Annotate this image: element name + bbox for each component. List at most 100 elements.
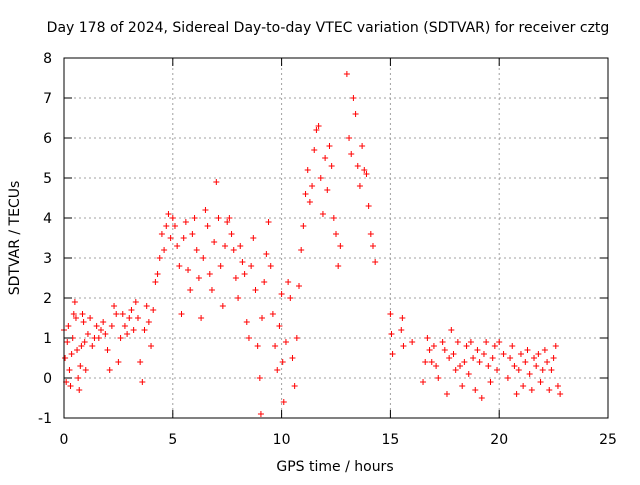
data-point — [496, 339, 503, 345]
data-point — [158, 231, 165, 237]
data-point — [274, 367, 281, 373]
data-point — [483, 339, 490, 345]
data-point — [369, 243, 376, 249]
data-point — [204, 223, 211, 229]
data-point — [528, 387, 535, 393]
data-point — [93, 323, 100, 329]
data-point — [185, 267, 192, 273]
data-point — [71, 299, 78, 305]
x-tick-labels: 0 5 10 15 20 25 — [60, 432, 617, 448]
data-point — [326, 143, 333, 149]
data-point — [152, 279, 159, 285]
data-point — [291, 383, 298, 389]
data-point — [106, 367, 113, 373]
data-point — [217, 263, 224, 269]
data-point — [208, 287, 215, 293]
data-point — [315, 123, 322, 129]
data-point — [280, 399, 287, 405]
data-point — [348, 151, 355, 157]
data-point — [467, 339, 474, 345]
data-point — [269, 311, 276, 317]
data-point — [222, 243, 229, 249]
data-point — [111, 303, 118, 309]
data-point — [198, 315, 205, 321]
data-point — [522, 359, 529, 365]
data-point — [124, 331, 131, 337]
data-point — [361, 167, 368, 173]
y-axis-label: SDTVAR / TECUs — [7, 181, 23, 296]
data-point — [84, 331, 91, 337]
y-tick-label: 5 — [43, 171, 52, 187]
y-tick-label: 2 — [43, 291, 52, 307]
data-point — [239, 259, 246, 265]
data-point — [359, 143, 366, 149]
data-point — [400, 343, 407, 349]
data-point — [74, 347, 81, 353]
data-point — [389, 351, 396, 357]
data-point — [226, 215, 233, 221]
data-point — [156, 255, 163, 261]
data-point — [328, 163, 335, 169]
data-point — [333, 231, 339, 237]
data-point — [265, 219, 272, 225]
data-point — [524, 347, 531, 353]
data-point — [230, 247, 237, 253]
data-point — [337, 243, 344, 249]
data-point — [232, 275, 239, 281]
data-point — [388, 331, 395, 337]
x-tick-label: 10 — [273, 432, 291, 448]
data-point — [174, 243, 181, 249]
data-point — [67, 383, 74, 389]
data-point — [187, 287, 194, 293]
data-point — [454, 339, 461, 345]
data-point — [252, 287, 259, 293]
data-point — [72, 315, 79, 321]
data-point — [143, 303, 150, 309]
data-point — [189, 231, 196, 237]
data-point — [526, 371, 533, 377]
data-point — [245, 335, 252, 341]
data-point — [300, 223, 307, 229]
data-point — [256, 375, 263, 381]
data-point — [363, 171, 370, 177]
data-point — [465, 371, 472, 377]
data-point — [70, 311, 77, 317]
data-point — [121, 323, 128, 329]
data-point — [317, 175, 324, 181]
data-point — [89, 343, 96, 349]
data-point — [248, 263, 255, 269]
data-point — [278, 291, 285, 297]
data-point — [132, 299, 139, 305]
data-point — [443, 391, 450, 397]
data-point — [441, 347, 448, 353]
data-point — [356, 183, 363, 189]
data-points — [61, 71, 564, 417]
axis-ticks — [63, 57, 609, 419]
data-point — [420, 379, 427, 385]
data-point — [102, 331, 109, 337]
data-point — [352, 111, 359, 117]
data-point — [87, 315, 94, 321]
data-point — [422, 359, 429, 365]
data-point — [309, 183, 316, 189]
data-point — [195, 275, 202, 281]
data-point — [78, 343, 85, 349]
data-point — [457, 363, 464, 369]
data-point — [472, 387, 479, 393]
data-point — [459, 383, 466, 389]
data-point — [478, 395, 485, 401]
data-point — [137, 359, 144, 365]
data-point — [474, 347, 481, 353]
data-point — [433, 363, 440, 369]
x-tick-label: 15 — [381, 432, 399, 448]
data-point — [372, 259, 379, 265]
data-point — [108, 323, 115, 329]
data-point — [513, 391, 520, 397]
data-point — [330, 215, 337, 221]
data-point — [289, 355, 296, 361]
data-point — [79, 311, 86, 317]
data-point — [324, 187, 331, 193]
data-point — [511, 363, 518, 369]
data-point — [113, 311, 120, 317]
